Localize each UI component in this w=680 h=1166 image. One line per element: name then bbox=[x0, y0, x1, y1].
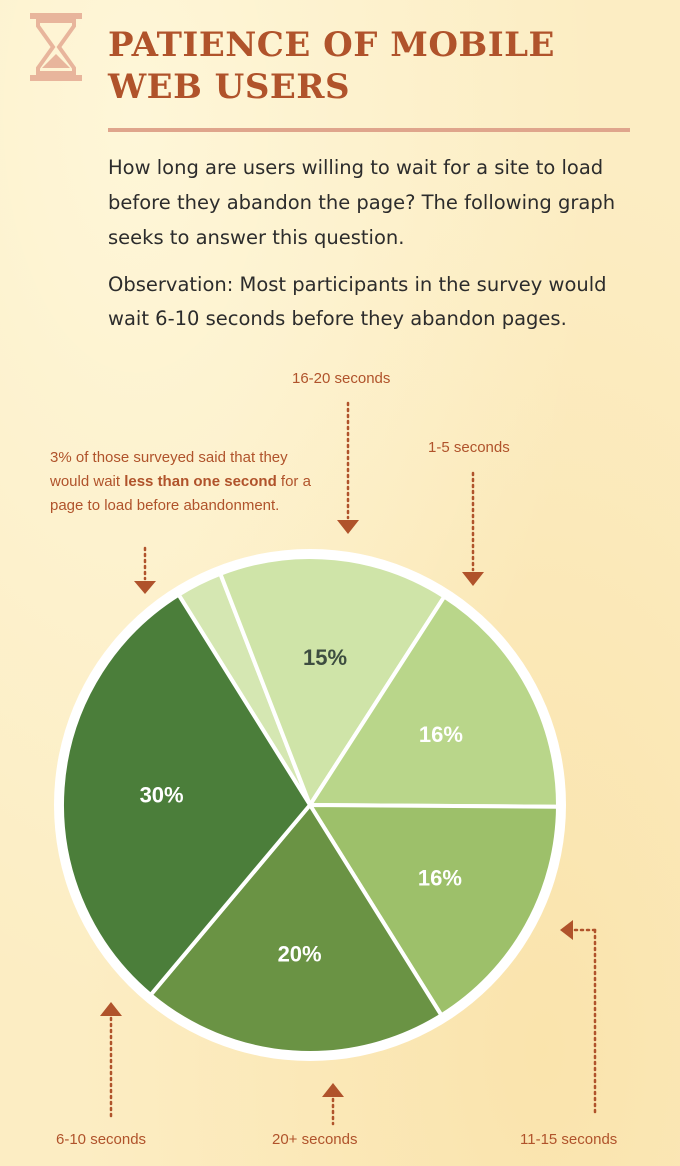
callout-arrowhead-11-15-seconds bbox=[560, 920, 573, 940]
title-divider bbox=[108, 128, 630, 132]
callout-arrowhead-6-10-seconds bbox=[100, 1002, 122, 1016]
callout-arrows bbox=[100, 401, 597, 1126]
pie-labels: 15% 16% 16% 20% 30% bbox=[140, 645, 463, 966]
callout-arrowhead-20-plus-seconds bbox=[322, 1083, 344, 1097]
pie-label-1-5-seconds: 16% bbox=[419, 722, 463, 747]
pie-slice-1-5-seconds bbox=[308, 594, 560, 809]
pie-label-16-20-seconds: 15% bbox=[303, 645, 347, 670]
pie-label-6-10-seconds: 30% bbox=[140, 783, 184, 808]
hourglass-icon bbox=[30, 13, 82, 81]
note-text-before: 3% of those surveyed said that they woul… bbox=[50, 449, 288, 490]
intro-text: How long are users willing to wait for a… bbox=[108, 156, 616, 249]
observation-text: Observation: Most participants in the su… bbox=[108, 273, 607, 330]
less-than-one-second-note: 3% of those surveyed said that they woul… bbox=[50, 446, 320, 518]
callout-arrowhead-16-20-seconds bbox=[337, 520, 359, 534]
callout-arrowhead-less-than-one-second bbox=[134, 581, 156, 594]
pie-label-11-15-seconds: 16% bbox=[418, 866, 462, 891]
pie-slice-16-20-seconds bbox=[218, 555, 447, 807]
pie-label-20-plus-seconds: 20% bbox=[278, 941, 322, 966]
pie-slices bbox=[54, 549, 566, 1061]
callout-label-16-20-seconds: 16-20 seconds bbox=[292, 370, 391, 387]
pie-slice-20-plus-seconds bbox=[148, 803, 444, 1055]
pie-slice-11-15-seconds bbox=[308, 803, 560, 1018]
note-text-after: for a page to load before abandonment. bbox=[50, 473, 311, 514]
callout-label-11-15-seconds: 11-15 seconds bbox=[520, 1131, 618, 1148]
callout-arrowhead-1-5-seconds bbox=[462, 572, 484, 586]
callout-label-6-10-seconds: 6-10 seconds bbox=[56, 1131, 147, 1148]
pie-slice-6-10-seconds bbox=[60, 592, 312, 997]
callout-label-20-plus-seconds: 20+ seconds bbox=[272, 1131, 358, 1148]
note-text-bold: less than one second bbox=[124, 473, 277, 490]
callout-label-1-5-seconds: 1-5 seconds bbox=[428, 439, 510, 456]
page-title: PATIENCE OF MOBILE WEB USERS bbox=[108, 25, 555, 107]
